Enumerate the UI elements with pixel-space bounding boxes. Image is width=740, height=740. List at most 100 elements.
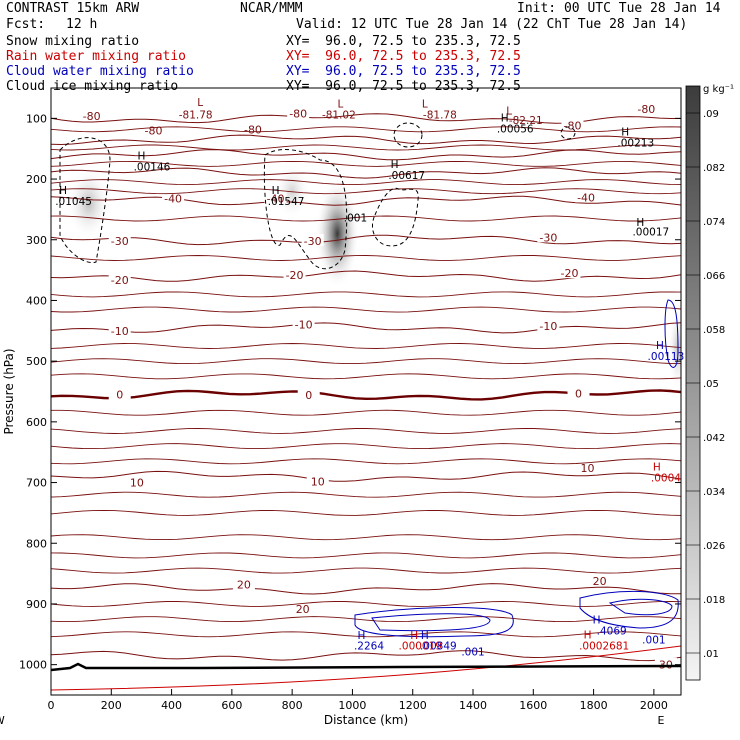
isotherm-line--20 xyxy=(51,270,681,282)
isotherm-line-minor xyxy=(51,373,681,380)
colorbar-label: .01 xyxy=(703,649,719,660)
field-name-snow: Snow mixing ratio xyxy=(6,34,140,49)
annotation-label: H xyxy=(358,630,366,642)
annotation-label: .00213 xyxy=(617,137,654,149)
colorbar-label: .05 xyxy=(703,379,719,390)
isotherm-line-minor xyxy=(51,306,681,313)
isotherm-label: -80 xyxy=(244,123,262,136)
isotherm-line-minor xyxy=(51,160,681,167)
rain-contour xyxy=(51,645,681,691)
annotation-label: .00017 xyxy=(632,227,669,239)
annotation-label: L xyxy=(422,98,428,110)
annotation-label: .001 xyxy=(461,647,484,659)
cloud-water-contour-1 xyxy=(354,607,514,638)
cloud-water-contour-3 xyxy=(579,590,679,629)
y-tick-label: 300 xyxy=(26,234,47,247)
annotation-label: H xyxy=(636,217,644,229)
x-tick-label: 400 xyxy=(161,699,182,712)
ice-contour-center xyxy=(263,149,348,270)
annotation-label: .0004 xyxy=(651,472,681,484)
isotherm-line--10 xyxy=(51,322,681,334)
isotherm-line-minor xyxy=(51,188,681,195)
isotherm-line--80 xyxy=(51,113,681,124)
annotation-label: -81.02 xyxy=(322,109,356,121)
isotherm-line--70 xyxy=(51,134,681,146)
y-tick-label: 700 xyxy=(26,477,47,490)
isotherm-line-minor xyxy=(51,409,681,416)
annotation-label: L xyxy=(506,106,512,118)
colorbar-unit: g kg⁻¹ xyxy=(703,84,734,95)
cloud-ice-contours xyxy=(59,122,576,270)
isotherm-label: 20 xyxy=(296,603,310,616)
x-tick-label: 2000 xyxy=(640,699,668,712)
isotherm-label: -10 xyxy=(539,320,557,333)
isotherm-minor-layer xyxy=(51,126,681,638)
fcst-value: 12 h xyxy=(66,17,98,32)
init-time: Init: 00 UTC Tue 28 Jan 14 xyxy=(517,1,721,16)
isotherm-label: 10 xyxy=(581,462,595,475)
annotation-label: -81.78 xyxy=(179,109,213,121)
valid-time: Valid: 12 UTC Tue 28 Jan 14 (22 ChT Tue … xyxy=(296,17,688,32)
annotation-label: .00617 xyxy=(388,170,425,182)
isotherm-line-minor xyxy=(51,291,681,298)
snow-shading-layer xyxy=(66,163,681,391)
isotherm-label: -20 xyxy=(111,274,129,287)
isotherm-label: -30 xyxy=(539,231,557,244)
annotation-label: H xyxy=(584,630,592,642)
colorbar-label: .066 xyxy=(703,271,725,282)
cloud-water-contour-5 xyxy=(664,299,679,368)
isotherm-label: -80 xyxy=(83,110,101,123)
x-tick-label: 1200 xyxy=(399,699,427,712)
ice-contour-small xyxy=(393,122,423,148)
isotherm-label: -80 xyxy=(563,120,581,133)
annotation-label: .4069 xyxy=(597,625,627,637)
annotation-label: .0002681 xyxy=(579,640,629,652)
isotherm-line-minor xyxy=(51,358,681,365)
annotation-label: .01045 xyxy=(55,196,92,208)
colorbar-label: .018 xyxy=(703,595,725,606)
isotherm-line-minor xyxy=(51,144,681,151)
field-name-rain: Rain water mixing ratio xyxy=(6,49,187,64)
model-title: CONTRAST 15km ARW xyxy=(6,1,140,16)
isotherm-label: -80 xyxy=(289,107,307,120)
annotation-label: H xyxy=(501,112,509,124)
isotherm-line--60 xyxy=(51,149,681,161)
annotation-label: H xyxy=(593,614,601,626)
isotherm-line-minor xyxy=(51,428,681,434)
isotherm-label: -20 xyxy=(286,269,304,282)
isotherm-line-minor xyxy=(51,567,681,574)
x-tick-label: 1600 xyxy=(519,699,547,712)
colorbar-label: .074 xyxy=(703,217,725,228)
isotherm-line-minor xyxy=(51,631,681,638)
colorbar-label: .09 xyxy=(703,109,719,120)
field-xy-cloud-ice: XY= 96.0, 72.5 to 235.3, 72.5 xyxy=(286,79,521,94)
y-tick-label: 600 xyxy=(26,416,47,429)
ice-contour-west xyxy=(59,137,111,264)
annotation-label: H xyxy=(621,126,629,138)
annotation-label: .000019 xyxy=(399,640,442,652)
x-tick-label: 1000 xyxy=(338,699,366,712)
field-xy-snow: XY= 96.0, 72.5 to 235.3, 72.5 xyxy=(286,34,521,49)
y-tick-label: 500 xyxy=(26,355,47,368)
ice-contour-tiny xyxy=(560,126,576,140)
isotherm-line-minor xyxy=(51,616,681,623)
isotherm-label: -30 xyxy=(304,235,322,248)
isotherm-label: 0 xyxy=(116,389,123,402)
isotherm-line-minor xyxy=(51,552,681,559)
isotherm-label: 20 xyxy=(237,579,251,592)
annotation-label: .00146 xyxy=(134,162,171,174)
snow-shade-2 xyxy=(274,163,311,220)
isotherm-line-20 xyxy=(51,583,681,595)
annotation-label: .00113 xyxy=(648,351,685,363)
isotherm-label: -10 xyxy=(295,319,313,332)
annotation-label: H xyxy=(656,340,664,352)
isotherm-label: 10 xyxy=(311,475,325,488)
field-xy-cloud-water: XY= 96.0, 72.5 to 235.3, 72.5 xyxy=(286,64,521,79)
annotation-layer: L-81.78L-81.02L-81.78 L-82.21H.00146H.010… xyxy=(55,97,684,658)
colorbar-label: .058 xyxy=(703,325,725,336)
annotation-label: .2264 xyxy=(354,640,384,652)
field-name-cloud-water: Cloud water mixing ratio xyxy=(6,64,194,79)
annotation-label: .001 xyxy=(344,213,367,225)
isotherm-line-minor xyxy=(51,491,681,498)
